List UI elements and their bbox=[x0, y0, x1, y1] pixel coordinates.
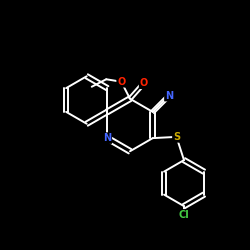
Text: O: O bbox=[140, 78, 148, 88]
Text: O: O bbox=[117, 77, 126, 87]
Text: S: S bbox=[173, 132, 180, 142]
Text: N: N bbox=[165, 90, 173, 101]
Text: Cl: Cl bbox=[178, 210, 189, 220]
Text: N: N bbox=[103, 133, 111, 143]
